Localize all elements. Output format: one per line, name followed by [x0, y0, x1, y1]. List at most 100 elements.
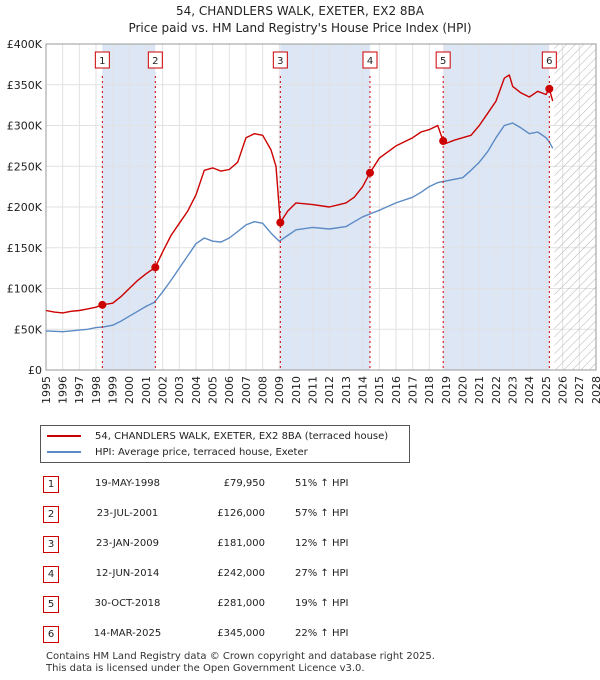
x-tick-label: 2012 [323, 376, 336, 404]
sale-number-badge: 3 [43, 536, 59, 553]
x-tick-label: 1995 [40, 376, 53, 404]
x-tick-label: 2023 [507, 376, 520, 404]
sale-event-box [435, 51, 451, 69]
sale-event-label: 1 [99, 56, 105, 67]
chart-title: 54, CHANDLERS WALK, EXETER, EX2 8BA [176, 4, 424, 18]
x-tick-label: 1997 [73, 376, 86, 404]
legend-swatch-hpi [47, 451, 81, 453]
table-row: 5 30-OCT-2018 £281,000 19% ↑ HPI [40, 595, 440, 615]
sale-event-box [94, 51, 110, 69]
sale-marker [545, 84, 554, 93]
chart-axes: £0 £50K £100K £150K £200K £250K £300K £350K £400… [7, 38, 600, 404]
sale-date: 19-MAY-1998 [94, 478, 160, 489]
x-tick-label: 2014 [357, 376, 370, 404]
x-tick-label: 2025 [540, 376, 553, 404]
x-tick-label: 2022 [490, 376, 503, 404]
sale-number-badge: 4 [43, 566, 59, 583]
y-tick-label: £250K [7, 160, 43, 173]
legend-swatch-property [47, 435, 81, 437]
sale-number-badge: 1 [43, 476, 59, 493]
sale-hpi-change: 22% ↑ HPI [295, 628, 349, 639]
projection-hatch [554, 44, 596, 370]
x-tick-label: 2013 [340, 376, 353, 404]
projection-area [554, 44, 596, 370]
chart-series [45, 74, 554, 333]
sale-date: 14-MAR-2025 [93, 628, 162, 639]
footer-licence: This data is licensed under the Open Gov… [46, 663, 365, 674]
sale-marker [276, 218, 285, 227]
x-tick-label: 2003 [173, 376, 186, 404]
x-tick-label: 2027 [573, 376, 586, 404]
x-tick-label: 2007 [240, 376, 253, 404]
y-tick-label: £50K [14, 323, 43, 336]
sale-price: £126,000 [217, 508, 265, 519]
table-row: 4 12-JUN-2014 £242,000 27% ↑ HPI [40, 565, 440, 585]
sale-date: 23-JAN-2009 [95, 538, 160, 549]
table-row: 2 23-JUL-2001 £126,000 57% ↑ HPI [40, 505, 440, 525]
sale-price: £79,950 [223, 478, 265, 489]
chart-subtitle: Price paid vs. HM Land Registry's House … [128, 21, 472, 35]
y-tick-label: £100K [7, 283, 43, 296]
legend-label-property: 54, CHANDLERS WALK, EXETER, EX2 8BA (ter… [95, 430, 389, 442]
sale-event-label: 5 [440, 56, 446, 67]
sale-event-label: 4 [367, 56, 373, 67]
x-tick-label: 2021 [473, 376, 486, 404]
sale-number-badge: 2 [43, 506, 59, 523]
sale-marker [98, 300, 107, 309]
sale-marker [151, 263, 160, 272]
legend-item-property: 54, CHANDLERS WALK, EXETER, EX2 8BA (ter… [47, 429, 388, 443]
x-tick-label: 2005 [207, 376, 220, 404]
sale-date: 23-JUL-2001 [96, 508, 159, 519]
sale-events: 1 2 3 4 5 6 [94, 51, 557, 370]
x-tick-label: 2011 [307, 376, 320, 404]
chart-grid [45, 43, 597, 371]
y-tick-label: £150K [7, 242, 43, 255]
sale-date: 12-JUN-2014 [95, 568, 160, 579]
x-tick-label: 2024 [523, 376, 536, 404]
sale-hpi-change: 57% ↑ HPI [295, 508, 349, 519]
x-tick-label: 2001 [140, 376, 153, 404]
x-tick-label: 2020 [457, 376, 470, 404]
sale-event-box [541, 51, 557, 69]
sale-event-box [272, 51, 288, 69]
x-tick-label: 1998 [90, 376, 103, 404]
x-tick-label: 2009 [273, 376, 286, 404]
series-line-hpi [45, 122, 554, 333]
sale-price: £181,000 [217, 538, 265, 549]
plot-frame [45, 43, 597, 371]
y-tick-label: £300K [7, 120, 43, 133]
sale-event-box [147, 51, 163, 69]
y-tick-label: £350K [7, 79, 43, 92]
x-tick-label: 2019 [440, 376, 453, 404]
x-tick-label: 2004 [190, 376, 203, 404]
x-tick-label: 2010 [290, 376, 303, 404]
sale-event-label: 6 [546, 56, 552, 67]
x-tick-label: 2015 [373, 376, 386, 404]
x-tick-label: 2008 [257, 376, 270, 404]
series-line-property [45, 74, 554, 314]
x-tick-label: 2028 [590, 376, 600, 404]
sale-hpi-change: 27% ↑ HPI [295, 568, 349, 579]
x-tick-label: 2002 [157, 376, 170, 404]
table-row: 1 19-MAY-1998 £79,950 51% ↑ HPI [40, 475, 440, 495]
x-tick-label: 2017 [407, 376, 420, 404]
sale-date: 30-OCT-2018 [94, 598, 161, 609]
sale-hpi-change: 51% ↑ HPI [295, 478, 349, 489]
sale-marker [366, 168, 374, 177]
x-tick-label: 2006 [223, 376, 236, 404]
sale-event-label: 2 [152, 56, 158, 67]
y-tick-label: £200K [7, 201, 43, 214]
sale-event-label: 3 [277, 56, 283, 67]
sale-hpi-change: 19% ↑ HPI [295, 598, 349, 609]
x-tick-label: 1996 [57, 376, 70, 404]
price-chart: £0 £50K £100K £150K £200K £250K £300K £350K £400… [7, 38, 600, 404]
legend-label-hpi: HPI: Average price, terraced house, Exet… [95, 446, 308, 458]
sale-number-badge: 5 [43, 596, 59, 613]
legend-item-hpi: HPI: Average price, terraced house, Exet… [47, 445, 308, 459]
sale-hpi-change: 12% ↑ HPI [295, 538, 349, 549]
table-row: 6 14-MAR-2025 £345,000 22% ↑ HPI [40, 625, 440, 645]
x-tick-label: 2018 [423, 376, 436, 404]
sale-event-box [362, 51, 378, 69]
sale-price: £345,000 [217, 628, 265, 639]
x-tick-label: 2026 [557, 376, 570, 404]
